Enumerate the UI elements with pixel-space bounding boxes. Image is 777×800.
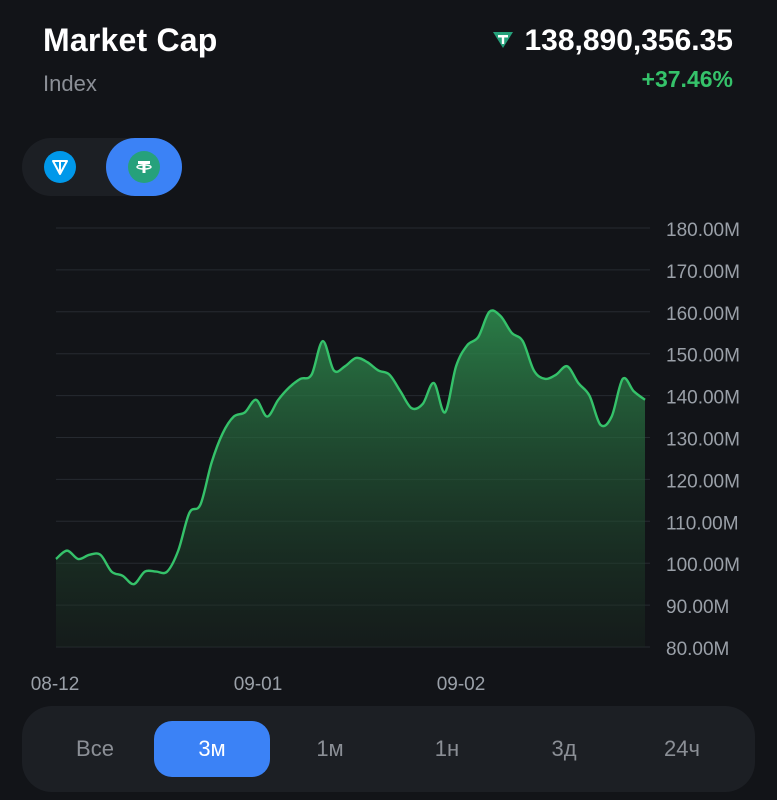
y-tick-label: 110.00M [666,513,739,534]
y-tick-label: 100.00M [666,555,740,576]
y-tick-label: 80.00M [666,639,729,660]
x-tick-label: 09-01 [234,674,283,695]
x-tick-label: 08-12 [31,674,80,695]
market-cap-chart: 180.00M 170.00M 160.00M 150.00M 140.00M 130.0… [0,205,777,705]
range-button-5[interactable]: 24ч [664,736,700,761]
range-selector: Все 3м 1м 1н 3д 24ч [22,706,755,792]
chart-svg: 180.00M 170.00M 160.00M 150.00M 140.00M 130.0… [31,220,740,695]
y-tick-label: 180.00M [666,220,740,241]
token-ton-button[interactable] [32,138,88,196]
header: Market Cap Index 138,890,356.35 +37.46% [0,0,777,110]
change-percent: +37.46% [641,66,733,92]
y-tick-label: 160.00M [666,304,740,325]
market-cap-value: 138,890,356.35 [524,24,733,57]
usdt-icon [490,26,516,57]
y-tick-label: 150.00M [666,346,740,367]
y-tick-label: 170.00M [666,262,740,283]
range-button-3[interactable]: 1н [434,736,460,761]
range-button-0[interactable]: Все [76,736,114,761]
y-tick-label: 130.00M [666,430,740,451]
x-tick-label: 09-02 [437,674,486,695]
price-row: 138,890,356.35 [490,24,733,58]
token-switch [22,138,182,196]
y-tick-label: 140.00M [666,388,740,409]
usdt-icon [128,151,160,183]
series-area [56,310,645,647]
page-subtitle: Index [43,71,97,96]
ton-icon [44,151,76,183]
token-usdt-button[interactable] [106,138,182,196]
range-button-2[interactable]: 1м [316,736,344,761]
series-line [55,309,646,586]
range-button-1[interactable]: 3м [154,721,270,777]
page-title: Market Cap [43,22,218,58]
y-tick-label: 120.00M [666,471,740,492]
range-button-4[interactable]: 3д [551,736,577,761]
y-tick-label: 90.00M [666,597,729,618]
